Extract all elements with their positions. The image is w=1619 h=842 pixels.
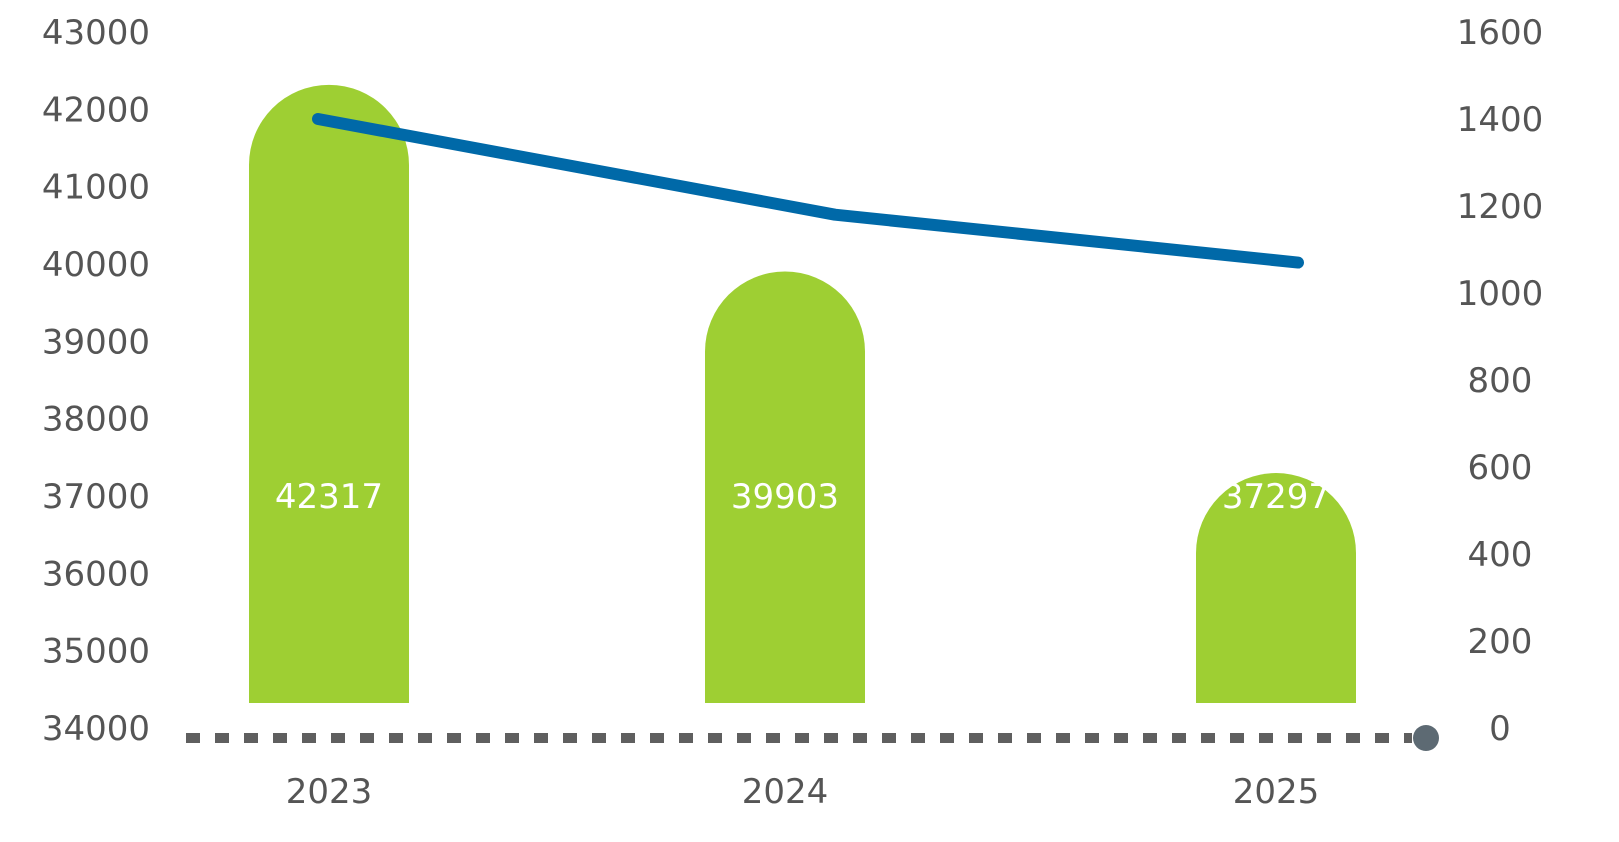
bar-2023: [249, 84, 409, 703]
bar-value-label: 42317: [275, 477, 383, 517]
right-tick-label: 800: [1468, 361, 1533, 401]
category-label-2023: 2023: [286, 772, 373, 812]
right-tick-label: 1000: [1457, 274, 1544, 314]
right-tick-label: 0: [1489, 709, 1511, 749]
right-tick-label: 200: [1468, 622, 1533, 662]
category-label-2025: 2025: [1233, 772, 1320, 812]
x-axis: [186, 725, 1439, 751]
right-tick-label: 400: [1468, 535, 1533, 575]
left-tick-label: 38000: [42, 400, 150, 440]
left-axis: 34000 35000 36000 37000 38000 39000 40000 41000…: [42, 13, 150, 749]
line-point-2025: [1297, 261, 1299, 264]
line-series: [312, 113, 1304, 269]
left-tick-label: 35000: [42, 632, 150, 672]
left-tick-label: 41000: [42, 168, 150, 208]
line-point-2024: [834, 213, 836, 216]
line-path: [312, 113, 1304, 269]
right-tick-label: 600: [1468, 448, 1533, 488]
bar-2024: [705, 271, 865, 703]
category-label-2024: 2024: [742, 772, 829, 812]
left-tick-label: 36000: [42, 554, 150, 594]
right-tick-label: 1200: [1457, 187, 1544, 227]
right-tick-label: 1400: [1457, 100, 1544, 140]
left-tick-label: 40000: [42, 245, 150, 285]
left-tick-label: 42000: [42, 90, 150, 130]
bar-2025: [1196, 473, 1356, 703]
line-point-2023: [317, 118, 319, 120]
right-axis: 0 200 400 600 800 1000 1200 1400 1600: [1457, 13, 1544, 749]
left-tick-label: 39000: [42, 322, 150, 362]
x-axis-end-marker: [1413, 725, 1439, 751]
bar-value-label: 37297: [1222, 477, 1330, 517]
left-tick-label: 37000: [42, 477, 150, 517]
bar-value-label: 39903: [731, 477, 839, 517]
right-tick-label: 1600: [1457, 13, 1544, 53]
category-labels: 2023 2024 2025: [286, 772, 1320, 812]
left-tick-label: 43000: [42, 13, 150, 53]
bar-series: 42317 39903 37297: [249, 84, 1356, 703]
left-tick-label: 34000: [42, 709, 150, 749]
